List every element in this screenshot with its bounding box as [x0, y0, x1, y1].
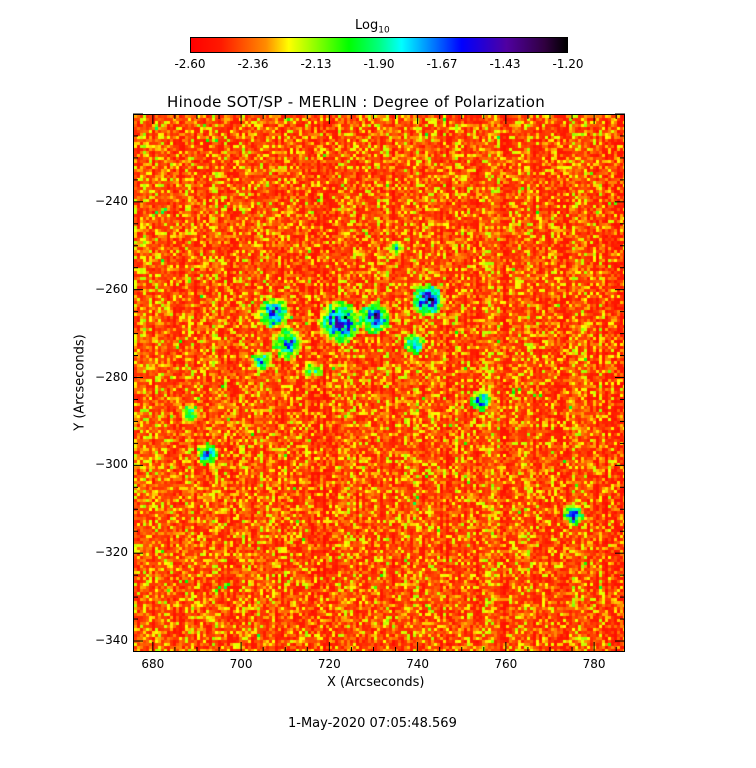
colorbar-tick-label: -2.13 [300, 57, 332, 71]
y-tick-label: −340 [95, 633, 128, 648]
y-tick-label: −240 [95, 193, 128, 208]
y-tick-label: −280 [95, 369, 128, 384]
y-axis-label: Y (Arcseconds) [72, 334, 88, 431]
x-tick-label: 760 [494, 657, 518, 671]
colorbar-label-text: Log [355, 18, 379, 33]
y-tick-label: −260 [95, 281, 128, 296]
colorbar-tick-label: -1.20 [552, 57, 584, 71]
colorbar-tick-label: -1.90 [363, 57, 395, 71]
timestamp: 1-May-2020 07:05:48.569 [288, 716, 457, 731]
x-axis-label: X (Arcseconds) [327, 675, 425, 690]
colorbar-label: Log10 [355, 18, 390, 36]
chart-title: Hinode SOT/SP - MERLIN : Degree of Polar… [167, 93, 546, 111]
heatmap-image [134, 115, 624, 651]
colorbar [190, 37, 568, 53]
x-tick-label: 720 [317, 657, 341, 671]
x-tick-label: 680 [141, 657, 165, 671]
heatmap-plot-area [133, 114, 625, 652]
x-tick-label: 700 [229, 657, 253, 671]
x-tick-label: 740 [406, 657, 430, 671]
y-tick-label: −300 [95, 457, 128, 472]
colorbar-tick-label: -2.60 [174, 57, 206, 71]
colorbar-label-subscript: 10 [378, 25, 390, 36]
x-tick-label: 780 [582, 657, 606, 671]
colorbar-tick-label: -2.36 [237, 57, 269, 71]
y-tick-label: −320 [95, 545, 128, 560]
colorbar-tick-label: -1.43 [489, 57, 521, 71]
colorbar-tick-label: -1.67 [426, 57, 458, 71]
